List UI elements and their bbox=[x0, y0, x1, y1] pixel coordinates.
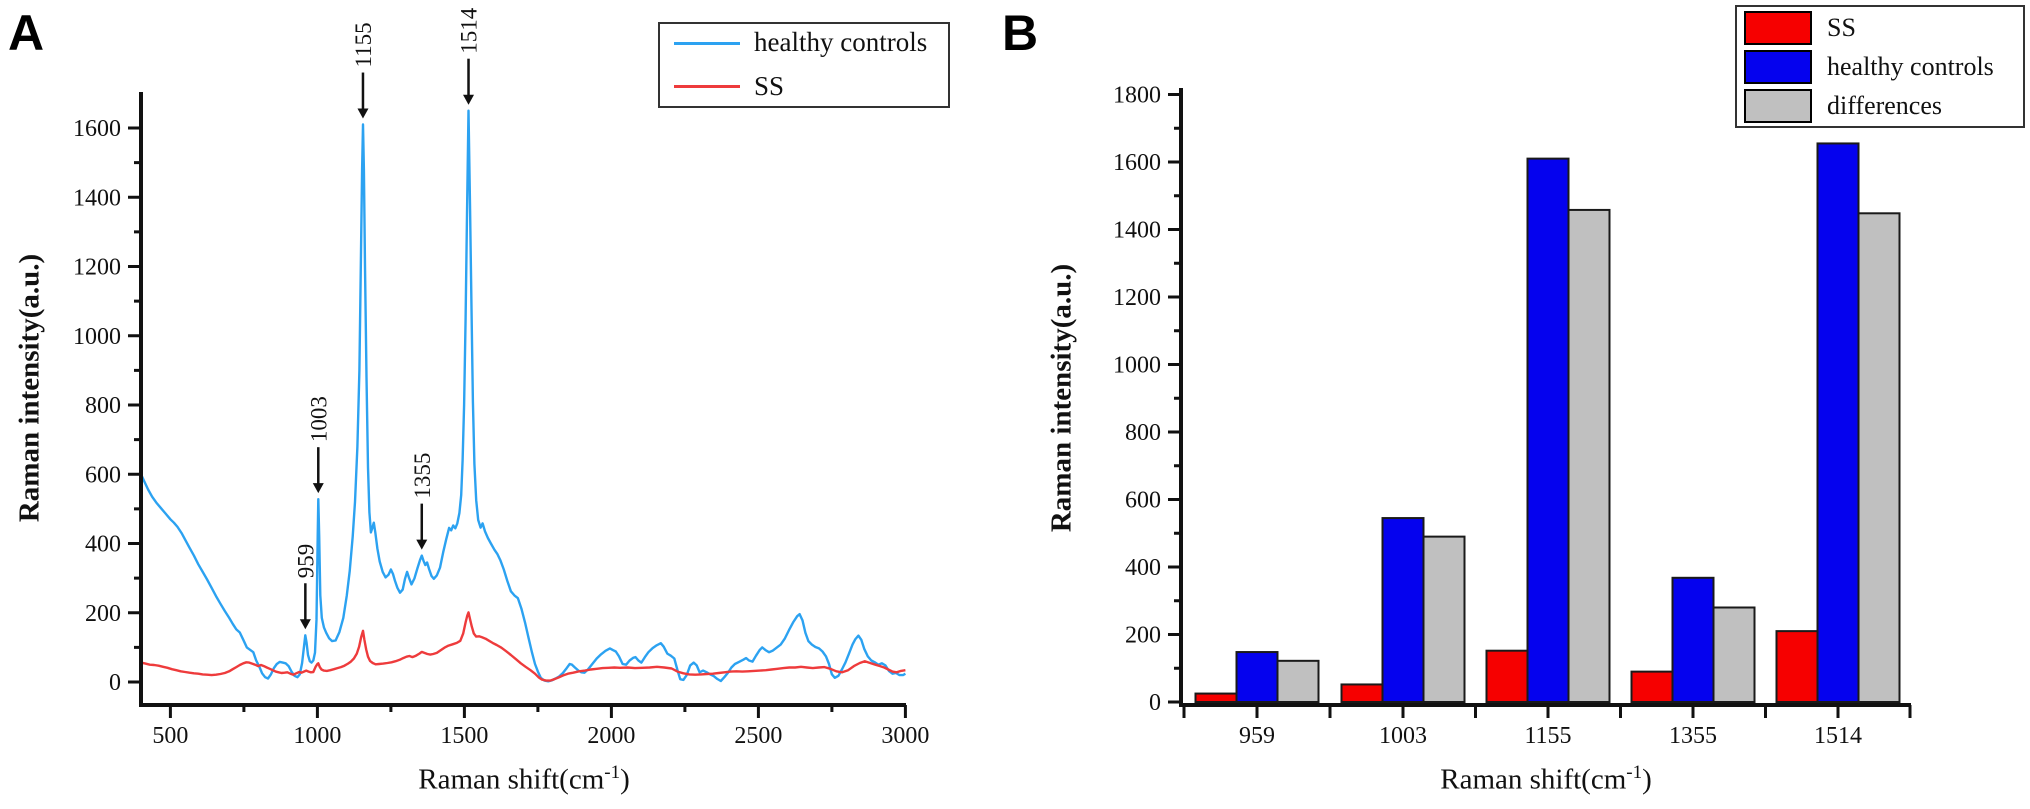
bar-differences-1355 bbox=[1712, 606, 1756, 703]
panel-a-x-axis-title: Raman shift(cm-1) bbox=[418, 762, 630, 797]
bar-differences-1155 bbox=[1567, 208, 1611, 704]
ss-bar-swatch bbox=[1744, 10, 1812, 45]
panel-a-x-title-text: Raman shift(cm bbox=[418, 763, 605, 796]
legend-label: healthy controls bbox=[1827, 51, 1994, 81]
legend-label: SS bbox=[1827, 12, 1856, 42]
ss-line-swatch bbox=[674, 85, 740, 89]
legend-item-ss: SS bbox=[674, 71, 948, 102]
a-x-tick-label: 2000 bbox=[587, 723, 635, 749]
panel-b-x-title-text: Raman shift(cm bbox=[1440, 763, 1627, 796]
b-y-tick-label: 1000 bbox=[1113, 353, 1161, 379]
panel-b-x-axis-title: Raman shift(cm-1) bbox=[1440, 762, 1652, 797]
panel-b-letter: B bbox=[1002, 5, 1039, 61]
b-x-category-label: 1155 bbox=[1524, 723, 1571, 749]
healthy-controls-line-swatch bbox=[674, 41, 740, 45]
a-y-tick-label: 0 bbox=[109, 670, 121, 696]
panel-a-x-title-superscript: -1 bbox=[604, 762, 621, 783]
bar-differences-1003 bbox=[1422, 535, 1466, 703]
annotation-arrow-head-959 bbox=[299, 619, 311, 630]
a-x-tick-label: 3000 bbox=[881, 723, 929, 749]
a-y-tick-label: 400 bbox=[85, 532, 121, 558]
a-y-tick-label: 1200 bbox=[73, 255, 121, 281]
legend-label: differences bbox=[1827, 90, 1943, 120]
bar-healthy-controls-1355 bbox=[1671, 576, 1715, 703]
panel-b-x-title-close: ) bbox=[1642, 763, 1652, 796]
panel-a-axes bbox=[139, 92, 906, 707]
panel-a-y-axis-title: Raman intensity(a.u.) bbox=[13, 253, 46, 523]
panel-b-x-title-superscript: -1 bbox=[1626, 762, 1643, 783]
annotation-arrow-head-1003 bbox=[312, 483, 324, 494]
annotation-label-1514: 1514 bbox=[457, 7, 482, 54]
legend-item-ss: SS bbox=[1744, 10, 2023, 45]
a-y-tick-label: 1000 bbox=[73, 324, 121, 350]
panel-a-letter: A bbox=[8, 5, 45, 61]
panel-b-y-axis-title: Raman intensity(a.u.) bbox=[1045, 263, 1078, 533]
b-y-tick-label: 1600 bbox=[1113, 150, 1161, 176]
b-y-tick-label: 1200 bbox=[1113, 285, 1161, 311]
panel-a-x-title-close: ) bbox=[620, 763, 630, 796]
series-line-SS bbox=[140, 611, 906, 682]
b-x-category-label: 1003 bbox=[1379, 723, 1427, 749]
b-x-category-label: 959 bbox=[1239, 723, 1275, 749]
annotation-label-1355: 1355 bbox=[410, 453, 435, 499]
legend-label: healthy controls bbox=[754, 27, 928, 58]
bar-SS-959 bbox=[1194, 692, 1238, 703]
a-x-tick-label: 1500 bbox=[440, 723, 488, 749]
b-y-tick-label: 0 bbox=[1149, 690, 1161, 716]
series-line-healthy-controls bbox=[139, 109, 907, 683]
bar-SS-1514 bbox=[1775, 630, 1819, 703]
a-y-tick-label: 800 bbox=[85, 393, 121, 419]
a-x-tick-label: 1000 bbox=[293, 723, 341, 749]
annotation-arrow-head-1155 bbox=[357, 108, 369, 119]
bar-healthy-controls-1003 bbox=[1381, 517, 1425, 703]
annotation-label-959: 959 bbox=[293, 544, 318, 579]
legend-item-differences: differences bbox=[1744, 88, 2023, 123]
bar-SS-1155 bbox=[1485, 649, 1529, 704]
legend-item-healthy-controls: healthy controls bbox=[674, 28, 948, 58]
bar-healthy-controls-1514 bbox=[1816, 142, 1860, 703]
a-x-tick-label: 500 bbox=[152, 723, 188, 749]
annotation-arrow-head-1355 bbox=[416, 539, 428, 550]
b-x-category-label: 1514 bbox=[1814, 723, 1862, 749]
bar-differences-1514 bbox=[1857, 212, 1901, 704]
b-y-tick-label: 1400 bbox=[1113, 218, 1161, 244]
annotation-label-1155: 1155 bbox=[351, 22, 376, 67]
b-y-tick-label: 200 bbox=[1125, 623, 1161, 649]
panel-b-axes bbox=[1179, 88, 1911, 707]
a-x-tick-label: 2500 bbox=[734, 723, 782, 749]
b-y-tick-label: 1800 bbox=[1113, 83, 1161, 109]
b-y-tick-label: 800 bbox=[1125, 420, 1161, 446]
b-x-category-label: 1355 bbox=[1669, 723, 1717, 749]
a-y-tick-label: 600 bbox=[85, 462, 121, 488]
a-y-tick-label: 1600 bbox=[73, 116, 121, 142]
legend-item-healthy-controls: healthy controls bbox=[1744, 49, 2023, 84]
b-y-tick-label: 600 bbox=[1125, 488, 1161, 514]
a-y-tick-label: 200 bbox=[85, 601, 121, 627]
differences-bar-swatch bbox=[1744, 88, 1812, 123]
a-y-tick-label: 1400 bbox=[73, 185, 121, 211]
b-y-tick-label: 400 bbox=[1125, 555, 1161, 581]
panel-a-legend: healthy controls SS bbox=[658, 22, 950, 108]
bar-SS-1003 bbox=[1340, 683, 1384, 704]
panel-b-legend: SS healthy controls differences bbox=[1735, 5, 2025, 128]
legend-label: SS bbox=[754, 71, 785, 101]
bar-healthy-controls-1155 bbox=[1526, 157, 1570, 703]
bar-SS-1355 bbox=[1630, 670, 1674, 703]
healthy-controls-bar-swatch bbox=[1744, 49, 1812, 84]
annotation-label-1003: 1003 bbox=[306, 396, 331, 442]
bar-differences-959 bbox=[1276, 659, 1320, 704]
annotation-arrow-head-1514 bbox=[463, 94, 475, 105]
bar-healthy-controls-959 bbox=[1235, 651, 1279, 703]
